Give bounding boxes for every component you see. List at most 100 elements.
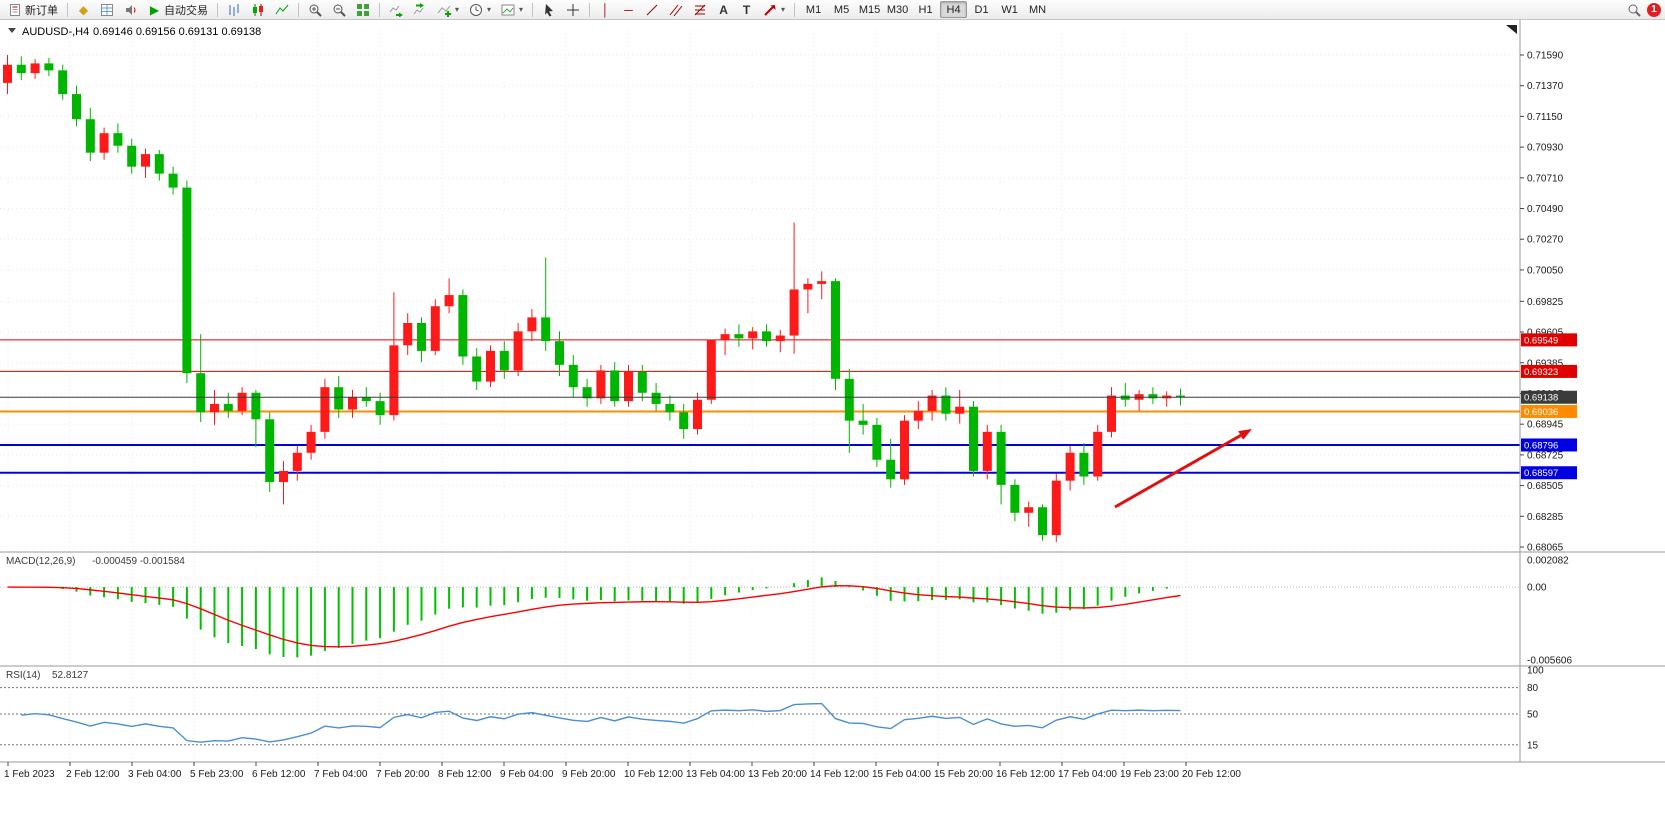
indicators-button[interactable]: ▾ — [433, 1, 463, 18]
timeframe-button-M30[interactable]: M30 — [884, 1, 911, 18]
timeframe-button-M5[interactable]: M5 — [828, 1, 855, 18]
zoom-in-icon — [309, 4, 322, 17]
candle-body — [389, 345, 399, 416]
time-label[interactable]: 8 Feb 12:00 — [438, 769, 492, 780]
time-label[interactable]: 15 Feb 04:00 — [872, 769, 931, 780]
text-tool-button[interactable]: A — [713, 1, 734, 18]
tile-windows-button[interactable] — [352, 1, 374, 18]
price-tick-label[interactable]: 0.70270 — [1527, 235, 1564, 246]
chart-shift-icon — [413, 2, 424, 14]
price-tick-label[interactable]: 0.69605 — [1527, 328, 1564, 339]
bar-chart-button[interactable] — [223, 1, 245, 18]
price-tick-label[interactable]: 0.70710 — [1527, 173, 1564, 184]
new-order-button[interactable]: 新订单 — [4, 1, 62, 18]
auto-scroll-icon — [389, 5, 403, 17]
fibonacci-tool-button[interactable] — [689, 1, 711, 18]
scroll-to-end-marker[interactable] — [1506, 25, 1517, 34]
timeframe-button-M1[interactable]: M1 — [800, 1, 827, 18]
search-button[interactable] — [1623, 1, 1645, 18]
time-label[interactable]: 14 Feb 12:00 — [810, 769, 869, 780]
time-label[interactable]: 15 Feb 20:00 — [934, 769, 993, 780]
trend-arrow[interactable] — [1114, 434, 1242, 509]
price-tick-label[interactable]: 0.68505 — [1527, 481, 1564, 492]
rsi-line — [21, 702, 1181, 743]
candle-body — [430, 306, 440, 351]
price-tick-label[interactable]: 0.71150 — [1527, 112, 1563, 123]
trend-arrow-head[interactable] — [1238, 429, 1252, 440]
horizontal-line-tool-button[interactable]: ─ — [618, 1, 639, 18]
price-tick-label[interactable]: 0.68285 — [1527, 512, 1564, 523]
time-label[interactable]: 16 Feb 12:00 — [996, 769, 1055, 780]
timeframe-button-M15[interactable]: M15 — [856, 1, 883, 18]
arrows-tool-button[interactable]: ▾ — [759, 1, 789, 18]
price-tick-label[interactable]: 0.68065 — [1527, 543, 1564, 554]
fibonacci-icon — [694, 4, 706, 15]
time-label[interactable]: 17 Feb 04:00 — [1058, 769, 1117, 780]
line-chart-button[interactable] — [271, 1, 293, 18]
time-label[interactable]: 6 Feb 12:00 — [252, 769, 306, 780]
time-label[interactable]: 13 Feb 04:00 — [686, 769, 745, 780]
macd-scale-label: -0.005606 — [1527, 656, 1572, 667]
time-label[interactable]: 3 Feb 04:00 — [128, 769, 182, 780]
sound-button[interactable] — [120, 1, 142, 18]
chart-shift-button[interactable] — [409, 1, 431, 18]
time-label[interactable]: 9 Feb 04:00 — [500, 769, 554, 780]
time-label[interactable]: 9 Feb 20:00 — [562, 769, 616, 780]
chart-ohlc-readout: 0.69146 0.69156 0.69131 0.69138 — [93, 26, 261, 38]
templates-button[interactable]: ▾ — [497, 1, 527, 18]
time-label[interactable]: 7 Feb 04:00 — [314, 769, 368, 780]
trendline-icon — [646, 4, 658, 15]
time-label[interactable]: 13 Feb 20:00 — [748, 769, 807, 780]
text-tool-icon: A — [719, 2, 728, 17]
periods-button[interactable]: ▾ — [465, 1, 495, 18]
trendline-tool-button[interactable] — [641, 1, 663, 18]
vertical-line-tool-button[interactable]: │ — [595, 1, 616, 18]
symbol-list-toggle-icon[interactable] — [8, 28, 16, 33]
data-window-button[interactable] — [96, 1, 118, 18]
channel-tool-button[interactable] — [665, 1, 687, 18]
autotrading-button[interactable]: ▶ 自动交易 — [144, 1, 212, 18]
cursor-button[interactable] — [538, 1, 560, 18]
candle-body — [720, 334, 730, 340]
time-label[interactable]: 20 Feb 12:00 — [1182, 769, 1241, 780]
price-tick-label[interactable]: 0.70490 — [1527, 204, 1564, 215]
market-watch-button[interactable]: ◆ — [73, 1, 94, 18]
arrow-tool-icon — [764, 4, 776, 16]
zoom-out-button[interactable] — [328, 1, 350, 18]
price-tick-label[interactable]: 0.70930 — [1527, 143, 1564, 154]
price-tick-label[interactable]: 0.68945 — [1527, 420, 1564, 431]
timeframe-button-H4[interactable]: H4 — [940, 1, 968, 18]
zoom-in-button[interactable] — [304, 1, 326, 18]
time-label[interactable]: 5 Feb 23:00 — [190, 769, 244, 780]
level-price-box-label: 0.68796 — [1524, 440, 1558, 451]
price-tick-label[interactable]: 0.69385 — [1527, 358, 1564, 369]
time-label[interactable]: 1 Feb 2023 — [4, 769, 55, 780]
timeframe-button-D1[interactable]: D1 — [968, 1, 995, 18]
timeframe-button-W1[interactable]: W1 — [996, 1, 1023, 18]
candle-body — [1051, 480, 1061, 536]
candle-body — [1093, 431, 1103, 477]
candlestick-chart-button[interactable] — [247, 1, 269, 18]
chart-canvas[interactable]: 0.71590 0.71370 0.71150 0.70930 0.70710 0.704… — [0, 20, 1665, 837]
timeframe-button-H1[interactable]: H1 — [912, 1, 939, 18]
price-tick-label[interactable]: 0.71590 — [1527, 51, 1564, 62]
candle-body — [941, 395, 951, 414]
auto-scroll-button[interactable] — [385, 1, 407, 18]
vertical-line-icon: │ — [601, 2, 610, 17]
rsi-indicator-value: 52.8127 — [52, 670, 89, 681]
crosshair-button[interactable] — [562, 1, 584, 18]
candle-body — [1024, 507, 1034, 513]
price-tick-label[interactable]: 0.70050 — [1527, 265, 1564, 276]
price-tick-label[interactable]: 0.71370 — [1527, 81, 1564, 92]
price-tick-label[interactable]: 0.69825 — [1527, 297, 1564, 308]
time-label[interactable]: 7 Feb 20:00 — [376, 769, 430, 780]
time-label[interactable]: 19 Feb 23:00 — [1120, 769, 1179, 780]
price-tick-label[interactable]: 0.68725 — [1527, 450, 1564, 461]
candle-body — [831, 281, 840, 379]
time-label[interactable]: 2 Feb 12:00 — [66, 769, 120, 780]
timeframe-button-MN[interactable]: MN — [1024, 1, 1051, 18]
text-label-tool-button[interactable]: T — [736, 1, 757, 18]
notification-badge[interactable]: 1 — [1647, 2, 1661, 17]
time-label[interactable]: 10 Feb 12:00 — [624, 769, 683, 780]
